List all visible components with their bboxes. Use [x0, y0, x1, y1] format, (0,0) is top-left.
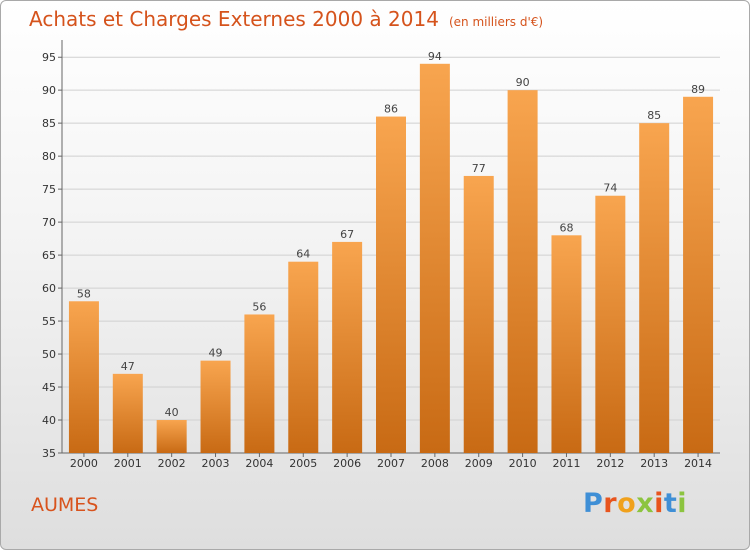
bar-2006	[332, 241, 363, 453]
y-tick-label: 40	[42, 414, 56, 427]
y-tick-label: 75	[42, 183, 56, 196]
y-tick-label: 90	[42, 84, 56, 97]
data-label: 58	[77, 287, 91, 300]
bar-2013	[639, 123, 670, 454]
x-tick-label: 2003	[202, 457, 230, 470]
y-tick-label: 80	[42, 150, 56, 163]
bars	[68, 63, 714, 454]
x-tick-label: 2007	[377, 457, 405, 470]
bar-2005	[288, 261, 319, 453]
x-tick-label: 2009	[465, 457, 493, 470]
y-tick-label: 50	[42, 348, 56, 361]
data-label: 40	[165, 406, 179, 419]
logo-letter: r	[603, 488, 618, 519]
bar-2004	[244, 314, 275, 453]
x-tick-label: 2008	[421, 457, 449, 470]
bar-2009	[463, 175, 494, 453]
y-tick-label: 65	[42, 249, 56, 262]
data-label: 47	[121, 360, 135, 373]
x-tick-label: 2010	[509, 457, 537, 470]
logo-letter: i	[677, 488, 688, 519]
bar-2003	[200, 360, 231, 453]
logo-letter: i	[654, 488, 664, 519]
x-tick-label: 2000	[70, 457, 98, 470]
logo-letter: t	[663, 488, 678, 519]
data-label: 94	[428, 50, 442, 63]
bar-2010	[507, 90, 538, 453]
chart-unit: (en milliers d'€)	[448, 15, 544, 29]
logo-letter: o	[617, 488, 637, 519]
bar-2000	[68, 301, 99, 453]
data-label: 85	[647, 109, 661, 122]
y-tick-label: 45	[42, 381, 56, 394]
x-tick-label: 2004	[245, 457, 273, 470]
labels: 58 47 40 49 56 64 67 86 94 77 90 68 74 85 89	[77, 50, 705, 419]
y-tick-label: 85	[42, 117, 56, 130]
bar-2008	[419, 63, 450, 454]
bar-2001	[112, 373, 143, 453]
y-tick-label: 60	[42, 282, 56, 295]
x-tick-label: 2001	[114, 457, 142, 470]
x-tick-label: 2006	[333, 457, 361, 470]
x-tick-label: 2011	[552, 457, 580, 470]
y-tick-label: 55	[42, 315, 56, 328]
bar-2012	[595, 195, 626, 453]
bar-2002	[156, 420, 187, 453]
data-label: 64	[296, 248, 310, 261]
data-label: 90	[516, 76, 530, 89]
data-label: 49	[209, 347, 223, 360]
y-tick-label: 95	[42, 51, 56, 64]
data-label: 67	[340, 228, 354, 241]
x-tick-label: 2005	[289, 457, 317, 470]
data-label: 77	[472, 162, 486, 175]
commune-name: AUMES	[31, 494, 99, 516]
x-tick-label: 2012	[596, 457, 624, 470]
data-label: 86	[384, 103, 398, 116]
data-label: 89	[691, 83, 705, 96]
x-tick-label: 2014	[684, 457, 712, 470]
proxiti-logo: Proxiti	[583, 488, 687, 519]
y-tick-label: 70	[42, 216, 56, 229]
bar-2011	[551, 235, 582, 453]
bar-2007	[376, 116, 406, 453]
logo-letter: x	[636, 488, 655, 519]
chart-title: Achats et Charges Externes 2000 à 2014 (e…	[29, 7, 543, 31]
data-label: 68	[559, 221, 573, 234]
data-label: 56	[252, 300, 266, 313]
data-label: 74	[603, 182, 617, 195]
x-tick-label: 2013	[640, 457, 668, 470]
axes: 35 40 45 50 55 60 65 70 75 80 85 90 95 2000 2001 2002 20…	[42, 40, 720, 470]
x-tick-label: 2002	[158, 457, 186, 470]
y-tick-label: 35	[42, 447, 56, 460]
logo-letter: P	[583, 488, 604, 519]
chart-title-text: Achats et Charges Externes 2000 à 2014	[29, 7, 439, 31]
bar-2014	[683, 96, 714, 453]
